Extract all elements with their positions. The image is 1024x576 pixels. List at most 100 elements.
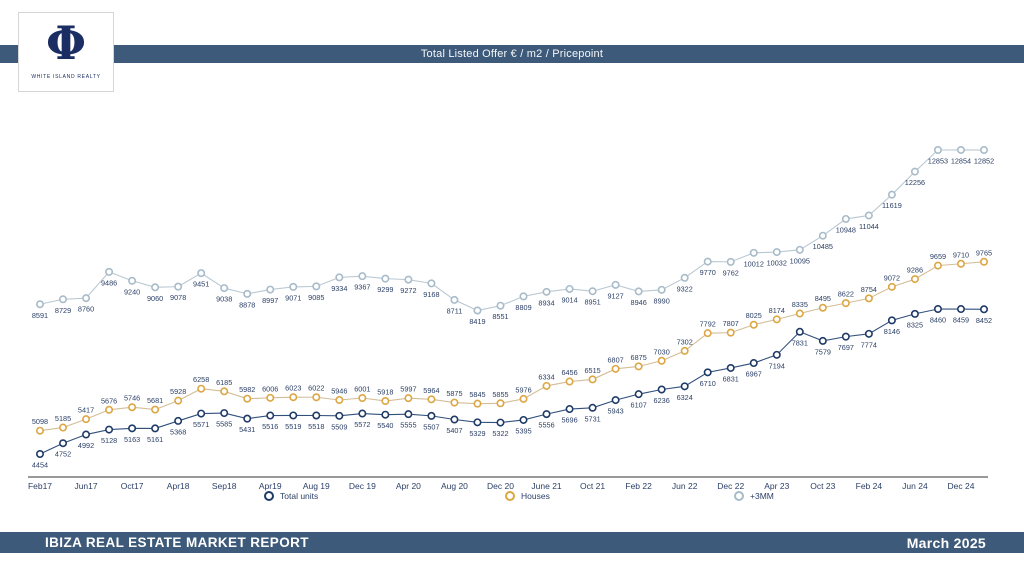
data-point-3mm (818, 231, 827, 240)
data-point-label-total-units: 5128 (101, 436, 117, 445)
data-point-houses (358, 394, 367, 403)
data-point-label-houses: 5982 (239, 385, 255, 394)
data-point-label-3mm: 8878 (239, 300, 255, 309)
data-point-houses (772, 315, 781, 324)
data-point-houses (542, 381, 551, 390)
data-point-houses (565, 377, 574, 386)
data-point-3mm (772, 248, 781, 257)
x-tick-label: Apr19 (259, 481, 282, 491)
data-point-3mm (611, 280, 620, 289)
data-point-houses (519, 394, 528, 403)
header-bar: Total Listed Offer € / m2 / Pricepoint (0, 45, 1024, 63)
x-tick-label: Jun 22 (672, 481, 698, 491)
data-point-3mm (473, 306, 482, 315)
data-point-total-units (197, 409, 206, 418)
data-point-total-units (818, 336, 827, 345)
data-point-label-total-units: 7579 (815, 347, 831, 356)
data-point-label-total-units: 5572 (354, 420, 370, 429)
legend-marker-total-units-icon (264, 491, 274, 501)
data-point-label-total-units: 5507 (423, 422, 439, 431)
data-point-label-total-units: 8460 (930, 316, 946, 325)
data-point-total-units (496, 418, 505, 427)
data-point-total-units (657, 385, 666, 394)
data-point-3mm (496, 301, 505, 310)
data-point-label-3mm: 9770 (700, 268, 716, 277)
data-point-houses (956, 259, 965, 268)
x-tick-label: Apr 20 (396, 481, 421, 491)
data-point-total-units (680, 382, 689, 391)
data-point-total-units (956, 305, 965, 314)
data-point-3mm (565, 284, 574, 293)
data-point-label-total-units: 8452 (976, 316, 992, 325)
data-point-label-houses: 8754 (861, 285, 877, 294)
data-point-label-3mm: 9762 (723, 268, 739, 277)
data-point-houses (795, 309, 804, 318)
data-point-label-3mm: 10948 (836, 225, 856, 234)
data-point-3mm (105, 267, 114, 276)
data-point-total-units (841, 332, 850, 341)
x-tick-label: Dec 20 (487, 481, 514, 491)
data-point-label-houses: 9765 (976, 248, 992, 257)
data-point-houses (266, 393, 275, 402)
legend-item-total-units: Total units (264, 491, 318, 501)
data-point-label-houses: 6875 (631, 353, 647, 362)
data-point-label-houses: 5946 (331, 386, 347, 395)
data-point-total-units (634, 390, 643, 399)
data-point-3mm (220, 284, 229, 293)
data-point-houses (289, 393, 298, 402)
data-point-label-3mm: 10485 (813, 242, 833, 251)
data-point-label-total-units: 7697 (838, 343, 854, 352)
data-point-total-units (427, 411, 436, 420)
data-point-total-units (220, 409, 229, 418)
data-point-houses (220, 387, 229, 396)
data-point-total-units (289, 411, 298, 420)
data-point-houses (473, 399, 482, 408)
data-point-total-units (980, 305, 989, 314)
x-tick-label: Aug 19 (303, 481, 330, 491)
data-point-3mm (634, 287, 643, 296)
data-point-houses (427, 395, 436, 404)
data-point-houses (980, 257, 989, 266)
data-point-label-3mm: 8729 (55, 306, 71, 315)
data-point-3mm (174, 282, 183, 291)
data-point-label-3mm: 9168 (423, 290, 439, 299)
series-line-3mm (39, 149, 985, 312)
data-point-label-houses: 6456 (561, 368, 577, 377)
data-point-label-houses: 6807 (607, 355, 623, 364)
data-point-total-units (128, 424, 137, 433)
data-point-total-units (726, 363, 735, 372)
data-point-total-units (933, 305, 942, 314)
data-point-total-units (151, 424, 160, 433)
data-point-label-total-units: 5555 (400, 421, 416, 430)
data-point-label-total-units: 7774 (861, 340, 877, 349)
data-point-label-total-units: 7194 (769, 361, 785, 370)
data-point-houses (128, 403, 137, 412)
data-point-label-total-units: 6831 (723, 374, 739, 383)
data-point-label-houses: 5997 (400, 385, 416, 394)
data-point-houses (404, 394, 413, 403)
data-point-label-houses: 5964 (423, 386, 439, 395)
legend-item-3mm: +3MM (734, 491, 774, 501)
data-point-label-houses: 5746 (124, 394, 140, 403)
data-point-label-3mm: 12854 (951, 156, 971, 165)
data-point-label-3mm: 11044 (859, 222, 879, 231)
data-point-houses (197, 384, 206, 393)
data-point-3mm (197, 269, 206, 278)
data-point-label-houses: 9072 (884, 273, 900, 282)
data-point-label-houses: 6185 (216, 378, 232, 387)
data-point-3mm (358, 272, 367, 281)
data-point-3mm (427, 279, 436, 288)
data-point-label-3mm: 9060 (147, 294, 163, 303)
data-point-label-total-units: 6236 (654, 396, 670, 405)
data-point-total-units (473, 418, 482, 427)
legend-marker-houses-icon (505, 491, 515, 501)
data-point-total-units (82, 430, 91, 439)
data-point-label-3mm: 9486 (101, 278, 117, 287)
data-point-total-units (611, 396, 620, 405)
data-point-total-units (335, 411, 344, 420)
x-tick-label: Dec 19 (349, 481, 376, 491)
data-point-label-total-units: 5368 (170, 427, 186, 436)
data-point-label-total-units: 5571 (193, 420, 209, 429)
data-point-houses (634, 362, 643, 371)
